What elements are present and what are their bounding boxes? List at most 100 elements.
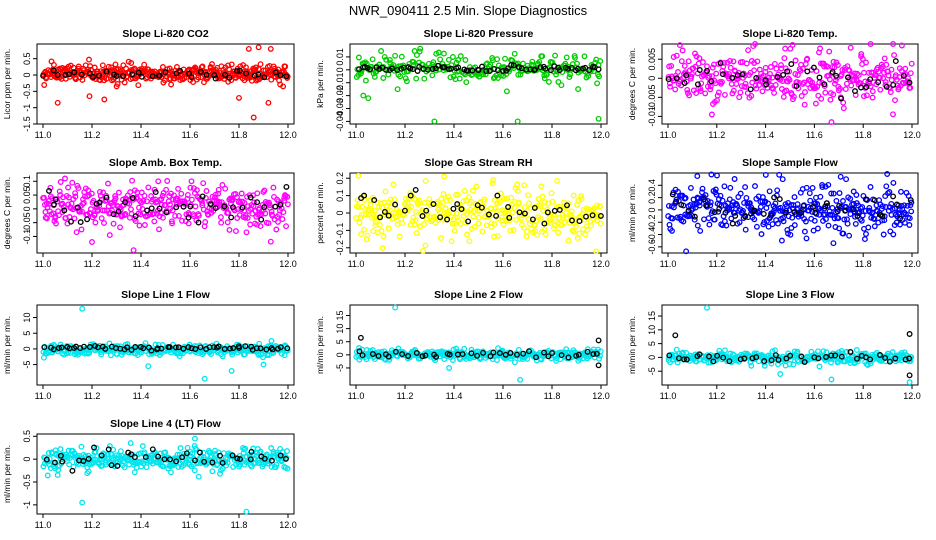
- y-tick-label: 10: [22, 313, 32, 323]
- data-point: [699, 185, 706, 192]
- data-point-highlight: [283, 73, 290, 80]
- data-point: [525, 192, 532, 199]
- data-point-highlight: [166, 344, 173, 351]
- x-tick-label: 12.0: [279, 130, 297, 140]
- data-point: [826, 208, 833, 215]
- data-point-highlight: [485, 211, 492, 218]
- data-point-highlight: [907, 197, 914, 204]
- data-point: [820, 348, 827, 355]
- data-point-highlight: [283, 183, 290, 190]
- data-point: [452, 220, 458, 227]
- data-point: [463, 79, 470, 86]
- data-point: [172, 212, 179, 219]
- data-point: [833, 197, 840, 204]
- data-point-highlight: [774, 74, 781, 80]
- data-point-highlight: [902, 356, 909, 363]
- data-point: [684, 86, 691, 93]
- data-point-highlight: [490, 349, 497, 356]
- data-point: [780, 218, 787, 225]
- data-point: [415, 201, 422, 208]
- data-point-highlight: [595, 66, 602, 73]
- data-point: [89, 239, 95, 245]
- data-point-highlight: [469, 67, 476, 74]
- data-point: [861, 69, 867, 76]
- data-point-highlight: [732, 212, 739, 219]
- data-point-highlight: [906, 79, 913, 86]
- data-point-highlight: [516, 209, 523, 216]
- data-point-highlight: [446, 351, 453, 358]
- data-point-highlight: [52, 459, 58, 466]
- data-point-highlight: [383, 66, 390, 73]
- data-point: [575, 86, 582, 93]
- data-point: [715, 208, 722, 215]
- data-point: [228, 367, 235, 374]
- panel-title: Slope Amb. Box Temp.: [109, 157, 222, 169]
- data-point: [676, 42, 683, 49]
- data-point-highlight: [419, 213, 426, 219]
- data-point-highlight: [129, 71, 136, 78]
- data-point: [791, 194, 798, 201]
- data-point: [834, 206, 841, 212]
- data-point-highlight: [407, 192, 414, 199]
- data-point: [121, 464, 128, 471]
- data-point: [503, 88, 510, 95]
- data-point-highlight: [833, 72, 840, 79]
- data-point: [555, 229, 562, 236]
- data-point: [402, 195, 409, 202]
- y-tick-label: -0.1: [22, 229, 32, 245]
- data-point-highlight: [199, 193, 206, 200]
- data-point: [91, 211, 98, 218]
- data-point-highlight: [506, 214, 513, 221]
- data-point-highlight: [132, 344, 139, 350]
- data-point: [682, 195, 689, 201]
- data-point: [699, 59, 706, 66]
- data-point: [122, 211, 129, 217]
- data-point: [828, 359, 834, 366]
- data-point: [847, 357, 854, 364]
- data-point: [907, 84, 914, 91]
- data-point: [178, 190, 185, 197]
- data-point: [50, 61, 57, 68]
- data-point: [224, 219, 231, 226]
- data-point: [455, 57, 462, 63]
- data-point: [60, 204, 67, 211]
- data-point: [189, 450, 196, 457]
- data-point: [117, 224, 123, 231]
- data-point: [121, 79, 128, 86]
- data-point: [867, 41, 874, 47]
- data-point: [98, 351, 105, 358]
- data-point: [736, 94, 743, 101]
- data-point: [691, 216, 698, 223]
- data-point-highlight: [234, 67, 240, 74]
- data-point-highlight: [450, 205, 457, 212]
- data-point: [798, 93, 805, 99]
- data-point: [159, 192, 166, 199]
- data-point: [802, 89, 808, 96]
- data-point: [521, 224, 527, 231]
- data-point-highlight: [78, 71, 85, 78]
- data-point: [78, 226, 85, 233]
- x-tick-label: 11.8: [855, 391, 872, 401]
- data-point: [887, 228, 894, 235]
- data-point: [494, 232, 501, 239]
- data-point-highlight: [444, 216, 451, 223]
- x-tick-label: 11.0: [35, 259, 52, 269]
- data-point: [284, 465, 291, 472]
- data-point-highlight: [357, 334, 364, 341]
- data-point: [279, 216, 286, 223]
- data-point-highlight: [906, 372, 913, 379]
- data-point-highlight: [62, 72, 69, 78]
- data-point: [219, 465, 226, 472]
- data-point: [386, 57, 393, 63]
- data-point: [143, 464, 150, 471]
- data-point-highlight: [188, 74, 195, 81]
- y-tick-label: -1.5: [22, 116, 32, 132]
- data-point: [582, 231, 589, 238]
- data-point: [98, 215, 105, 222]
- data-point: [262, 210, 269, 217]
- data-point: [733, 80, 740, 87]
- data-point: [361, 226, 368, 233]
- data-point: [456, 75, 463, 82]
- data-point: [555, 203, 562, 210]
- data-point-highlight: [597, 212, 604, 219]
